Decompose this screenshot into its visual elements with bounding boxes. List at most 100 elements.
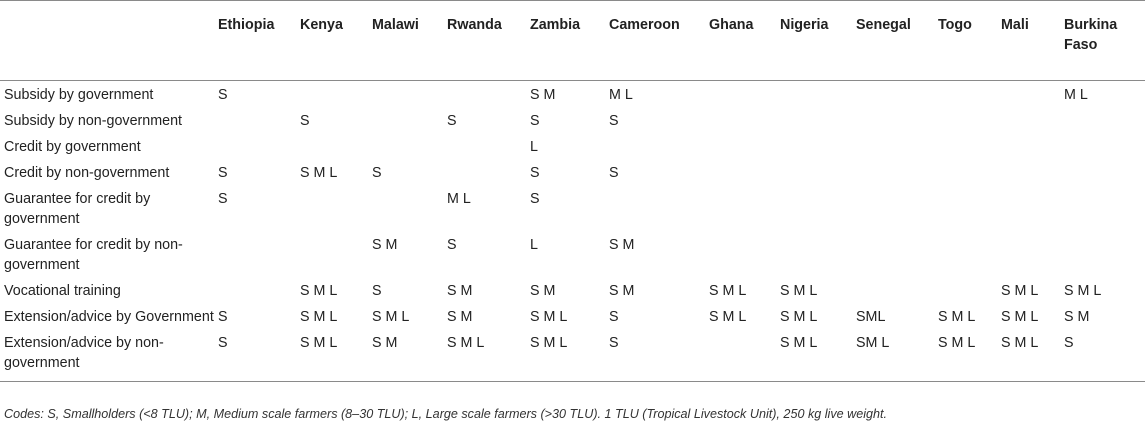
row-label: Guarantee for credit by government [4, 191, 151, 227]
table-cell [609, 133, 709, 159]
table-cell [709, 81, 780, 108]
row-label: Subsidy by government [4, 87, 154, 103]
table-cell [938, 159, 1001, 185]
table-cell [300, 133, 372, 159]
table-cell: SML [856, 309, 886, 325]
table-row: Guarantee for credit by government S M L S [0, 185, 1145, 231]
table-row: Credit by non-government S S M L S S S [0, 159, 1145, 185]
table-cell: S [609, 309, 619, 325]
table-cell [780, 107, 856, 133]
row-label: Credit by non-government [4, 165, 170, 181]
table-cell: S M L [1001, 309, 1039, 325]
table-cell: S [447, 237, 457, 253]
table-cell: S [530, 113, 540, 129]
table-cell: S M [530, 283, 556, 299]
data-table-container: Ethiopia Kenya Malawi Rwanda Zambia Cameroon G… [0, 0, 1145, 382]
table-cell [447, 159, 530, 185]
column-header: Kenya [300, 0, 372, 81]
column-header: Nigeria [780, 0, 856, 81]
table-row: Extension/advice by non-government S S M L… [0, 329, 1145, 382]
table-cell [300, 185, 372, 231]
table-cell [780, 231, 856, 277]
row-label: Credit by government [4, 139, 141, 155]
table-cell: S M L [372, 309, 410, 325]
column-header: Togo [938, 0, 1001, 81]
column-header: Ethiopia [218, 0, 300, 81]
table-cell: S M L [300, 165, 338, 181]
column-header: Mali [1001, 0, 1064, 81]
table-cell: S M L [447, 329, 530, 382]
table-cell [218, 107, 300, 133]
table-cell [709, 231, 780, 277]
table-cell [447, 133, 530, 159]
table-cell [938, 185, 1001, 231]
table-row: Subsidy by non-government S S S S [0, 107, 1145, 133]
table-cell: S M [372, 329, 447, 382]
table-cell [856, 231, 938, 277]
table-cell [709, 185, 780, 231]
table-cell: S [609, 329, 709, 382]
table-cell [856, 159, 938, 185]
table-cell: S M [1064, 309, 1090, 325]
table-cell [1064, 185, 1145, 231]
table-cell: S M L [530, 309, 568, 325]
table-cell: S M L [300, 329, 372, 382]
table-cell [780, 133, 856, 159]
table-cell [856, 133, 938, 159]
table-cell: S M [609, 283, 635, 299]
table-cell: S M L [530, 329, 609, 382]
table-cell: M L [1064, 87, 1088, 103]
table-cell [1064, 159, 1145, 185]
table-cell [709, 159, 780, 185]
table-cell: S [218, 165, 228, 181]
table-cell: L [530, 237, 538, 253]
data-table: Ethiopia Kenya Malawi Rwanda Zambia Cameroon G… [0, 0, 1145, 382]
table-cell [709, 107, 780, 133]
table-cell [856, 107, 938, 133]
table-cell [938, 107, 1001, 133]
table-cell [1001, 81, 1064, 108]
table-cell [372, 133, 447, 159]
table-cell: S [1064, 329, 1145, 382]
table-cell [780, 159, 856, 185]
table-cell: S [300, 113, 310, 129]
table-cell [938, 133, 1001, 159]
column-header: Rwanda [447, 0, 530, 81]
table-cell [856, 81, 938, 108]
column-header: Ghana [709, 0, 780, 81]
column-header: Cameroon [609, 0, 709, 81]
table-cell: S M [530, 87, 556, 103]
table-cell: S [530, 191, 540, 207]
table-cell: S M [447, 283, 473, 299]
column-header: Zambia [530, 0, 609, 81]
table-cell: S M L [938, 309, 976, 325]
table-cell: S M [372, 237, 398, 253]
table-cell: S [372, 165, 382, 181]
table-cell [1064, 231, 1145, 277]
table-cell [856, 185, 938, 231]
table-cell: S M L [300, 283, 338, 299]
table-cell: L [530, 139, 538, 155]
table-cell [218, 133, 300, 159]
table-cell: S [372, 283, 382, 299]
table-cell: S M L [709, 309, 747, 325]
table-cell: S M [609, 237, 635, 253]
table-cell [1001, 159, 1064, 185]
table-cell [1001, 133, 1064, 159]
header-cell-blank [0, 0, 218, 81]
table-row: Guarantee for credit by non-government S … [0, 231, 1145, 277]
table-cell [938, 277, 1001, 303]
table-cell [856, 277, 938, 303]
table-cell [372, 107, 447, 133]
table-cell: S [609, 113, 619, 129]
table-cell: S [447, 113, 457, 129]
table-cell: S [530, 165, 540, 181]
table-cell: S M [447, 309, 473, 325]
table-cell: S [609, 165, 619, 181]
table-cell: S [218, 329, 300, 382]
column-header: Burkina Faso [1064, 0, 1145, 81]
table-cell [1001, 107, 1064, 133]
row-label: Guarantee for credit by non-government [4, 237, 183, 273]
table-cell: S M L [1001, 283, 1039, 299]
